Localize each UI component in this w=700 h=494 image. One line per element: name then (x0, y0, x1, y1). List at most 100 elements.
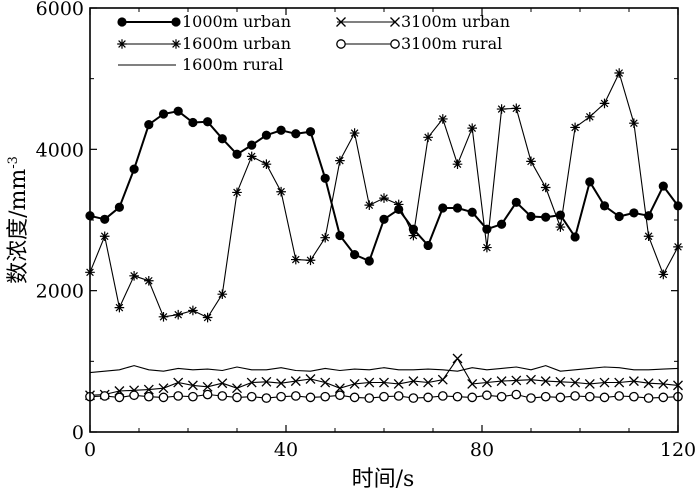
data-series-group (85, 68, 683, 403)
point-1600m-urban (379, 193, 389, 203)
point-1000m-urban (188, 117, 198, 128)
point-1000m-urban (526, 211, 536, 222)
point-1000m-urban (614, 211, 624, 222)
point-3100m-urban (349, 378, 360, 389)
series-3100m-urban (85, 353, 683, 401)
point-3100m-rural (129, 390, 139, 401)
point-1600m-urban (335, 155, 345, 166)
point-3100m-urban (393, 378, 404, 389)
legend-marker-3100m-urban (336, 17, 346, 27)
legend-marker-3100m-urban (390, 17, 400, 27)
legend-marker-1600m-urban (171, 39, 181, 49)
legend-marker-3100m-rural (336, 39, 346, 49)
point-3100m-urban (232, 383, 242, 394)
y-axis-title: 数浓度/mm-3 (6, 156, 31, 284)
point-3100m-rural (188, 391, 198, 402)
point-1000m-urban (173, 106, 183, 116)
point-3100m-rural (290, 391, 301, 401)
point-3100m-urban (276, 378, 287, 389)
point-1600m-urban (158, 312, 169, 322)
point-1000m-urban (599, 201, 610, 211)
point-3100m-urban (408, 376, 419, 387)
legend: 1000m urban 1600m urban 1600m rural 3100m u… (117, 12, 510, 74)
point-1000m-urban (570, 232, 580, 242)
legend-item-3100m-rural: 3100m rural (336, 34, 502, 53)
point-3100m-urban (261, 376, 272, 387)
point-1000m-urban (350, 250, 360, 260)
point-3100m-rural (540, 391, 551, 402)
point-3100m-urban (158, 383, 169, 394)
point-1000m-urban (261, 130, 271, 140)
point-1000m-urban (379, 214, 389, 224)
point-3100m-urban (202, 381, 213, 392)
point-1000m-urban (497, 219, 507, 229)
point-3100m-rural (232, 392, 242, 403)
point-3100m-urban (290, 376, 301, 387)
point-1000m-urban (423, 240, 433, 251)
point-1600m-urban (614, 68, 624, 78)
point-1600m-urban (570, 122, 580, 133)
series-line-1600m-rural (89, 365, 679, 374)
x-tick-label: 40 (274, 439, 298, 461)
point-1600m-urban (482, 242, 492, 253)
y-tick-label: 2000 (36, 281, 84, 303)
point-3100m-urban (555, 376, 566, 387)
point-1600m-urban (173, 309, 183, 320)
point-3100m-urban (217, 378, 228, 389)
y-axis-title-text: 数浓度/mm (6, 169, 31, 284)
point-3100m-rural (437, 391, 448, 401)
point-1000m-urban (585, 177, 595, 187)
point-1600m-urban (438, 114, 448, 124)
point-3100m-rural (143, 391, 154, 402)
point-3100m-urban (467, 378, 478, 389)
x-tick-label: 120 (660, 439, 696, 461)
point-3100m-rural (584, 391, 595, 402)
point-3100m-urban (570, 377, 581, 388)
point-3100m-rural (276, 391, 286, 402)
point-3100m-rural (511, 389, 522, 400)
point-3100m-rural (364, 393, 375, 403)
legend-label-3100m-rural: 3100m rural (401, 34, 502, 53)
point-3100m-rural (423, 392, 433, 403)
point-3100m-rural (555, 392, 566, 403)
point-1000m-urban (335, 230, 345, 241)
point-3100m-urban (584, 378, 595, 389)
point-1000m-urban (247, 140, 257, 150)
point-3100m-rural (614, 391, 625, 401)
x-tick-label: 0 (84, 439, 96, 461)
point-1000m-urban (629, 208, 639, 218)
point-1000m-urban (364, 256, 374, 266)
point-3100m-rural (393, 391, 404, 401)
point-1600m-urban (599, 98, 610, 109)
point-1000m-urban (232, 149, 242, 159)
point-1600m-urban (202, 312, 213, 323)
point-1600m-urban (305, 255, 316, 266)
point-3100m-urban (320, 377, 331, 388)
point-3100m-rural (482, 390, 492, 401)
point-1600m-urban (364, 200, 375, 210)
point-3100m-urban (496, 376, 507, 387)
y-tick-label: 0 (72, 422, 84, 444)
point-1600m-urban (261, 159, 272, 169)
point-3100m-rural (629, 391, 639, 402)
point-1000m-urban (320, 173, 330, 183)
legend-label-1600m-rural: 1600m rural (182, 55, 283, 74)
point-3100m-urban (364, 377, 375, 388)
point-1000m-urban (144, 120, 154, 130)
point-1600m-urban (129, 271, 139, 281)
series-1600m-rural (89, 365, 679, 374)
legend-label-3100m-urban: 3100m urban (401, 12, 510, 31)
point-1600m-urban (276, 186, 286, 197)
legend-label-1600m-urban: 1600m urban (182, 34, 291, 53)
point-1000m-urban (305, 127, 316, 137)
legend-item-1600m-urban: 1600m urban (117, 34, 291, 53)
legend-marker-1000m-urban (171, 17, 181, 27)
point-3100m-rural (570, 391, 580, 401)
point-1600m-urban (393, 199, 404, 210)
point-3100m-rural (496, 391, 507, 402)
point-1600m-urban (629, 118, 639, 128)
legend-marker-1600m-urban (117, 39, 127, 49)
x-axis-title: 时间/s (352, 467, 415, 492)
legend-item-1600m-rural: 1600m rural (118, 55, 283, 74)
